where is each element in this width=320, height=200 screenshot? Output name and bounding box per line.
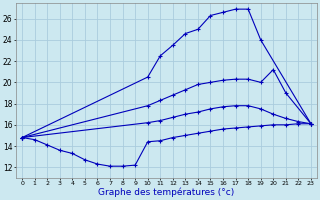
X-axis label: Graphe des températures (°c): Graphe des températures (°c) — [99, 188, 235, 197]
